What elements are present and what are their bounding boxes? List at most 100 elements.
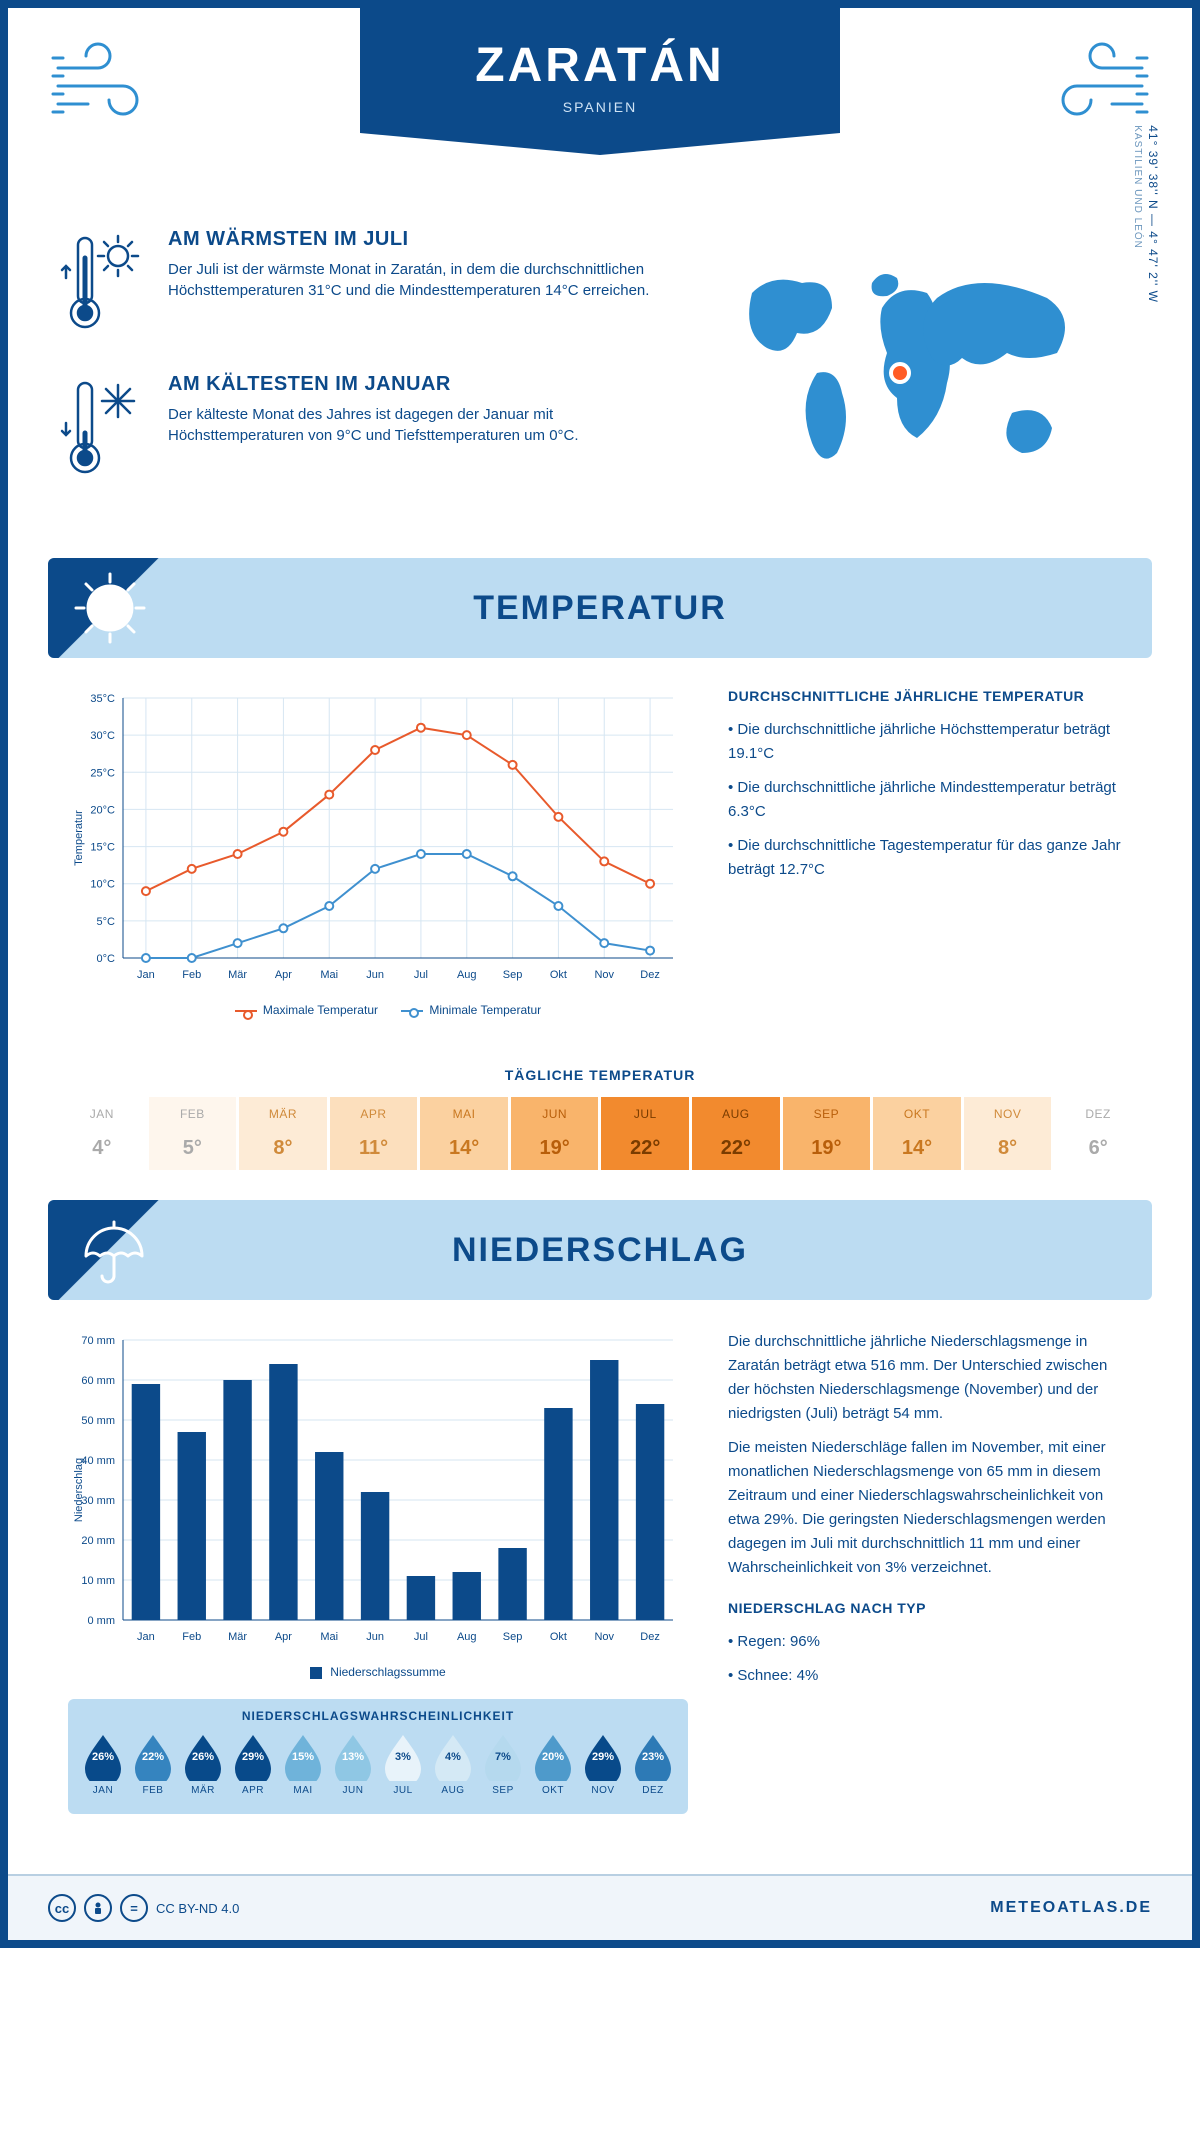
svg-text:Jul: Jul bbox=[414, 969, 428, 981]
precip-heading: NIEDERSCHLAG bbox=[48, 1231, 1152, 1270]
svg-text:Mai: Mai bbox=[320, 969, 338, 981]
daily-cell: JUN19° bbox=[511, 1097, 599, 1170]
site-credit: METEOATLAS.DE bbox=[990, 1899, 1152, 1917]
svg-text:Okt: Okt bbox=[550, 1631, 567, 1643]
svg-text:Feb: Feb bbox=[182, 969, 201, 981]
coords-region: KASTILIEN UND LEÓN bbox=[1132, 125, 1143, 249]
temp-summary-title: DURCHSCHNITTLICHE JÄHRLICHE TEMPERATUR bbox=[728, 688, 1132, 704]
daily-cell: MÄR8° bbox=[239, 1097, 327, 1170]
daily-cell: JUL22° bbox=[601, 1097, 689, 1170]
svg-text:Niederschlag: Niederschlag bbox=[73, 1458, 85, 1522]
svg-text:5°C: 5°C bbox=[97, 916, 116, 928]
prob-cell: 22%FEB bbox=[130, 1733, 176, 1796]
prob-title: NIEDERSCHLAGSWAHRSCHEINLICHKEIT bbox=[68, 1699, 688, 1729]
daily-cell: SEP19° bbox=[783, 1097, 871, 1170]
footer: cc = CC BY-ND 4.0 METEOATLAS.DE bbox=[8, 1874, 1192, 1940]
svg-text:Feb: Feb bbox=[182, 1631, 201, 1643]
prob-cell: 7%SEP bbox=[480, 1733, 526, 1796]
svg-text:20 mm: 20 mm bbox=[81, 1535, 115, 1547]
precip-section-head: NIEDERSCHLAG bbox=[48, 1200, 1152, 1300]
prob-cell: 26%JAN bbox=[80, 1733, 126, 1796]
svg-text:Okt: Okt bbox=[550, 969, 567, 981]
warmest-title: AM WÄRMSTEN IM JULI bbox=[168, 228, 652, 251]
warmest-text: Der Juli ist der wärmste Monat in Zaratá… bbox=[168, 259, 652, 301]
svg-text:Jun: Jun bbox=[366, 969, 384, 981]
sun-icon bbox=[68, 566, 152, 655]
precip-p1: Die durchschnittliche jährliche Niedersc… bbox=[728, 1330, 1132, 1426]
thermometer-sun-icon bbox=[58, 228, 148, 343]
thermometer-snow-icon bbox=[58, 373, 148, 488]
legend-min: Minimale Temperatur bbox=[429, 1003, 541, 1017]
precip-probability-box: NIEDERSCHLAGSWAHRSCHEINLICHKEIT 26%JAN22… bbox=[68, 1699, 688, 1814]
svg-text:Jan: Jan bbox=[137, 1631, 155, 1643]
temp-legend: Maximale Temperatur Minimale Temperatur bbox=[68, 1003, 688, 1017]
daily-cell: FEB5° bbox=[149, 1097, 237, 1170]
temp-summary-text: DURCHSCHNITTLICHE JÄHRLICHE TEMPERATUR •… bbox=[728, 688, 1132, 1017]
daily-cell: APR11° bbox=[330, 1097, 418, 1170]
precip-type-2: • Schnee: 4% bbox=[728, 1664, 1132, 1688]
svg-text:30 mm: 30 mm bbox=[81, 1495, 115, 1507]
svg-text:Sep: Sep bbox=[503, 969, 523, 981]
daily-temp-strip: JAN4°FEB5°MÄR8°APR11°MAI14°JUN19°JUL22°A… bbox=[58, 1097, 1142, 1170]
daily-cell: DEZ6° bbox=[1054, 1097, 1142, 1170]
svg-text:0°C: 0°C bbox=[97, 953, 116, 965]
svg-text:30°C: 30°C bbox=[90, 730, 115, 742]
svg-text:20°C: 20°C bbox=[90, 804, 115, 816]
svg-text:Dez: Dez bbox=[640, 969, 660, 981]
svg-text:50 mm: 50 mm bbox=[81, 1415, 115, 1427]
daily-cell: OKT14° bbox=[873, 1097, 961, 1170]
svg-text:10 mm: 10 mm bbox=[81, 1575, 115, 1587]
coordinates: 41° 39' 38'' N — 4° 47' 2'' W KASTILIEN … bbox=[1132, 125, 1160, 303]
temp-bullet-2: • Die durchschnittliche Tagestemperatur … bbox=[728, 834, 1132, 882]
license-text: CC BY-ND 4.0 bbox=[156, 1901, 239, 1916]
coords-line: 41° 39' 38'' N — 4° 47' 2'' W bbox=[1146, 125, 1160, 303]
precip-p2: Die meisten Niederschläge fallen im Nove… bbox=[728, 1436, 1132, 1580]
temp-bullet-1: • Die durchschnittliche jährliche Mindes… bbox=[728, 776, 1132, 824]
daily-cell: MAI14° bbox=[420, 1097, 508, 1170]
coldest-title: AM KÄLTESTEN IM JANUAR bbox=[168, 373, 652, 396]
svg-text:15°C: 15°C bbox=[90, 842, 115, 854]
prob-cell: 4%AUG bbox=[430, 1733, 476, 1796]
summary-row: AM WÄRMSTEN IM JULI Der Juli ist der wär… bbox=[8, 208, 1192, 548]
country-subtitle: SPANIEN bbox=[380, 99, 820, 115]
legend-precip: Niederschlagssumme bbox=[330, 1665, 445, 1679]
svg-text:25°C: 25°C bbox=[90, 767, 115, 779]
prob-cell: 15%MAI bbox=[280, 1733, 326, 1796]
precip-bar-chart: 0 mm10 mm20 mm30 mm40 mm50 mm60 mm70 mmJ… bbox=[68, 1330, 688, 1679]
svg-text:Dez: Dez bbox=[640, 1631, 660, 1643]
daily-cell: NOV8° bbox=[964, 1097, 1052, 1170]
temperature-line-chart: 0°C5°C10°C15°C20°C25°C30°C35°CJanFebMärA… bbox=[68, 688, 688, 1017]
svg-text:Temperatur: Temperatur bbox=[73, 810, 85, 866]
temperature-section-head: TEMPERATUR bbox=[48, 558, 1152, 658]
svg-text:Mär: Mär bbox=[228, 1631, 247, 1643]
svg-text:Jun: Jun bbox=[366, 1631, 384, 1643]
svg-text:0 mm: 0 mm bbox=[88, 1615, 116, 1627]
temp-bullet-0: • Die durchschnittliche jährliche Höchst… bbox=[728, 718, 1132, 766]
temperature-heading: TEMPERATUR bbox=[48, 589, 1152, 628]
daily-cell: AUG22° bbox=[692, 1097, 780, 1170]
svg-text:10°C: 10°C bbox=[90, 879, 115, 891]
svg-text:Sep: Sep bbox=[503, 1631, 523, 1643]
prob-cell: 23%DEZ bbox=[630, 1733, 676, 1796]
svg-text:Nov: Nov bbox=[594, 969, 614, 981]
legend-max: Maximale Temperatur bbox=[263, 1003, 378, 1017]
svg-text:70 mm: 70 mm bbox=[81, 1335, 115, 1347]
prob-cell: 3%JUL bbox=[380, 1733, 426, 1796]
svg-text:Jan: Jan bbox=[137, 969, 155, 981]
precip-text-block: Die durchschnittliche jährliche Niedersc… bbox=[728, 1330, 1132, 1814]
world-map: 41° 39' 38'' N — 4° 47' 2'' W KASTILIEN … bbox=[682, 228, 1142, 518]
cc-icon: cc bbox=[48, 1894, 76, 1922]
title-banner: ZARATÁN SPANIEN bbox=[360, 8, 840, 155]
precip-type-1: • Regen: 96% bbox=[728, 1630, 1132, 1654]
city-title: ZARATÁN bbox=[380, 38, 820, 93]
svg-text:Aug: Aug bbox=[457, 1631, 477, 1643]
svg-text:Jul: Jul bbox=[414, 1631, 428, 1643]
svg-text:Mai: Mai bbox=[320, 1631, 338, 1643]
prob-cell: 29%NOV bbox=[580, 1733, 626, 1796]
header-banner: ZARATÁN SPANIEN bbox=[8, 8, 1192, 208]
umbrella-icon bbox=[68, 1208, 152, 1297]
svg-text:Aug: Aug bbox=[457, 969, 477, 981]
svg-text:35°C: 35°C bbox=[90, 693, 115, 705]
precip-type-title: NIEDERSCHLAG NACH TYP bbox=[728, 1600, 1132, 1616]
daily-cell: JAN4° bbox=[58, 1097, 146, 1170]
